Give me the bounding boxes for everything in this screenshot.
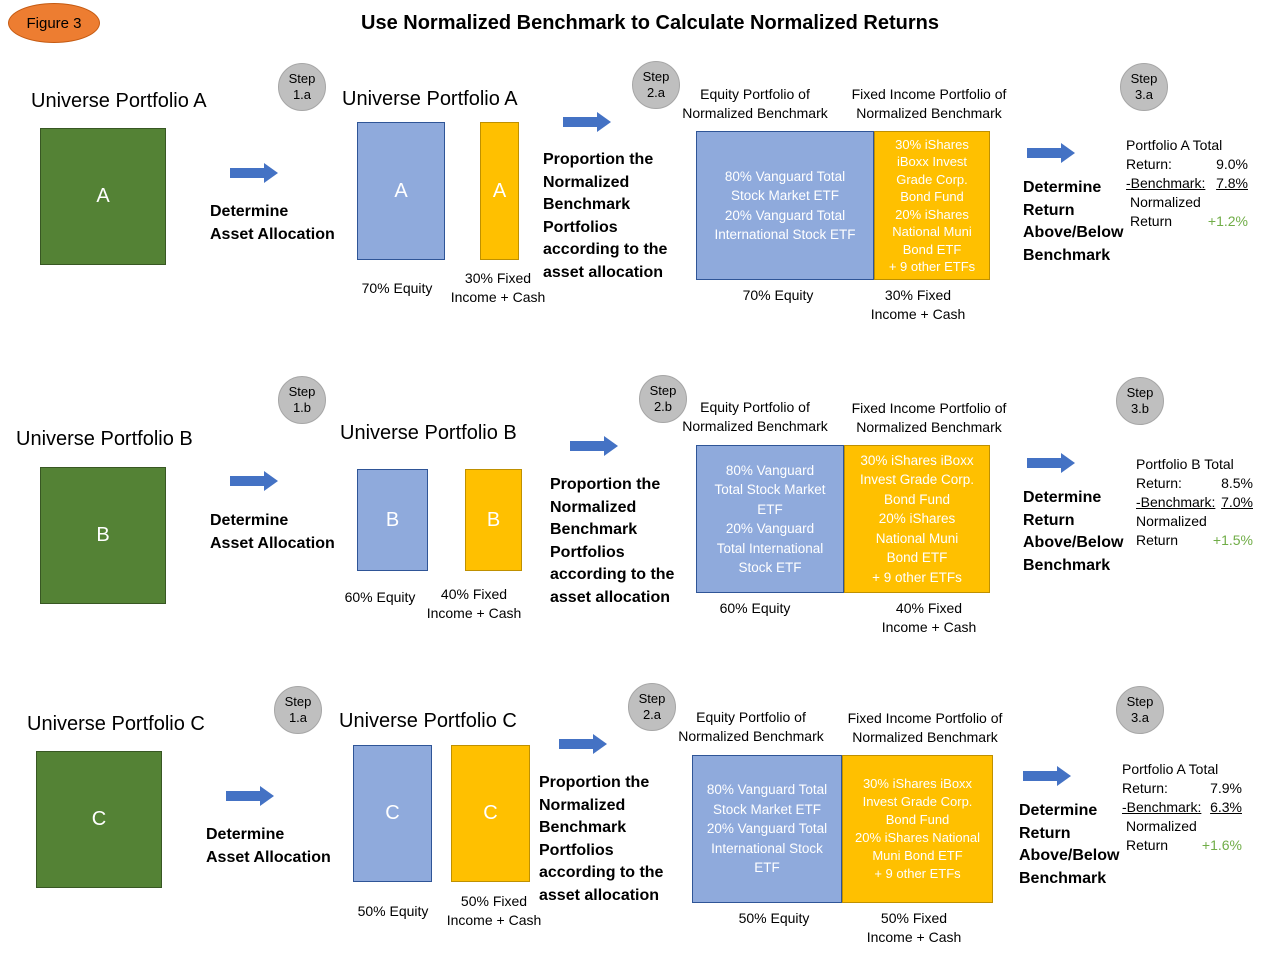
equity-benchmark-header-c: Equity Portfolio of Normalized Benchmark bbox=[678, 709, 824, 744]
arrow-right-icon bbox=[230, 163, 278, 183]
fixed-income-pct-label-b: 40% Fixed Income + Cash bbox=[426, 586, 522, 621]
result-block-b: Portfolio B Total Return: 8.5% -Benchmark… bbox=[1136, 456, 1253, 548]
benchmark-equity-pct-c: 50% Equity bbox=[738, 910, 810, 926]
benchmark-fixed-income-box-c: 30% iShares iBoxx Invest Grade Corp. Bon… bbox=[842, 755, 993, 903]
universe-label-c: Universe Portfolio C bbox=[27, 713, 205, 735]
determine-allocation-label: Determine Asset Allocation bbox=[210, 512, 335, 552]
determine-allocation-label: Determine Asset Allocation bbox=[206, 826, 331, 866]
arrow-right-icon bbox=[226, 786, 274, 806]
step-badge-1b: Step 1.b bbox=[278, 376, 326, 424]
result-title: Portfolio A Total bbox=[1126, 137, 1223, 153]
fixed-income-box-letter: C bbox=[483, 802, 498, 824]
equity-box-letter: B bbox=[385, 508, 400, 531]
universe-box-b: B bbox=[40, 467, 166, 604]
result-title: Portfolio B Total bbox=[1136, 456, 1234, 472]
result-block-c: Portfolio A Total Return: 7.9% -Benchmark… bbox=[1122, 761, 1242, 853]
page-title: Use Normalized Benchmark to Calculate No… bbox=[361, 12, 939, 34]
benchmark-fixed-income-box-a: 30% iShares iBoxx Invest Grade Corp. Bon… bbox=[874, 131, 990, 280]
determine-return-label-a: Determine Return Above/Below Benchmark bbox=[1023, 179, 1124, 264]
normalized-return-value-b: +1.5% bbox=[1212, 532, 1253, 548]
figure-label: Figure 3 bbox=[26, 14, 82, 32]
fixed-income-benchmark-header-c: Fixed Income Portfolio of Normalized Ben… bbox=[847, 710, 1003, 745]
universe-box-a: A bbox=[40, 128, 166, 265]
fixed-income-benchmark-header-b: Fixed Income Portfolio of Normalized Ben… bbox=[851, 400, 1007, 435]
benchmark-equity-box-a: 80% Vanguard Total Stock Market ETF 20% … bbox=[696, 131, 874, 280]
arrow-right-icon bbox=[559, 734, 607, 754]
proportion-label-c: Proportion the Normalized Benchmark Port… bbox=[539, 774, 664, 904]
equity-benchmark-header-a: Equity Portfolio of Normalized Benchmark bbox=[682, 86, 828, 121]
determine-return-label-c: Determine Return Above/Below Benchmark bbox=[1019, 802, 1120, 887]
figure-badge: Figure 3 bbox=[8, 3, 100, 43]
benchmark-equity-box-b: 80% Vanguard Total Stock Market ETF 20% … bbox=[696, 445, 844, 593]
universe-box-letter: A bbox=[96, 185, 110, 207]
benchmark-equity-pct-a: 70% Equity bbox=[742, 287, 814, 303]
proportion-label-b: Proportion the Normalized Benchmark Port… bbox=[550, 476, 675, 606]
benchmark-fi-pct-b: 40% Fixed Income + Cash bbox=[881, 600, 977, 635]
fixed-income-benchmark-header-a: Fixed Income Portfolio of Normalized Ben… bbox=[851, 86, 1007, 121]
benchmark-fi-pct-a: 30% Fixed Income + Cash bbox=[870, 287, 966, 322]
fixed-income-box-a: A bbox=[480, 122, 519, 260]
step-number: 1.a bbox=[292, 87, 312, 102]
step-badge-3c: Step 3.a bbox=[1116, 686, 1164, 734]
step-badge-2a: Step 2.a bbox=[632, 61, 680, 109]
universe-label-b-split: Universe Portfolio B bbox=[340, 422, 517, 444]
equity-box-c: C bbox=[353, 745, 432, 882]
normalized-return-value-a: +1.2% bbox=[1207, 213, 1248, 229]
fixed-income-box-letter: A bbox=[492, 179, 507, 202]
equity-box-letter: A bbox=[394, 179, 408, 202]
determine-allocation-label: Determine Asset Allocation bbox=[210, 203, 335, 243]
benchmark-fixed-income-box-b: 30% iShares iBoxx Invest Grade Corp. Bon… bbox=[844, 445, 990, 593]
universe-label-b: Universe Portfolio B bbox=[16, 428, 193, 450]
step-badge-3b: Step 3.b bbox=[1116, 377, 1164, 425]
fixed-income-box-c: C bbox=[451, 745, 530, 882]
arrow-right-icon bbox=[230, 471, 278, 491]
step-badge-3a: Step 3.a bbox=[1120, 63, 1168, 111]
benchmark-fi-pct-c: 50% Fixed Income + Cash bbox=[866, 910, 962, 945]
equity-pct-label-b: 60% Equity bbox=[344, 589, 416, 605]
equity-benchmark-header-b: Equity Portfolio of Normalized Benchmark bbox=[682, 399, 828, 434]
fixed-income-box-letter: B bbox=[486, 508, 501, 531]
step-badge-2c: Step 2.a bbox=[628, 683, 676, 731]
equity-box-a: A bbox=[357, 122, 445, 260]
arrow-right-icon bbox=[570, 436, 618, 456]
result-title: Portfolio A Total bbox=[1122, 761, 1219, 777]
fixed-income-pct-label-c: 50% Fixed Income + Cash bbox=[446, 893, 542, 928]
arrow-right-icon bbox=[1027, 453, 1075, 473]
arrow-right-icon bbox=[1027, 143, 1075, 163]
universe-box-letter: C bbox=[91, 808, 107, 830]
fixed-income-box-b: B bbox=[465, 469, 522, 571]
step-word: Step bbox=[288, 71, 316, 86]
universe-label-c-split: Universe Portfolio C bbox=[339, 710, 517, 732]
step-badge-1a: Step 1.a bbox=[278, 63, 326, 111]
universe-label-a-split: Universe Portfolio A bbox=[342, 88, 518, 110]
benchmark-equity-box-c: 80% Vanguard Total Stock Market ETF 20% … bbox=[692, 755, 842, 903]
equity-box-b: B bbox=[357, 469, 428, 571]
universe-label-a: Universe Portfolio A bbox=[31, 90, 207, 112]
fixed-income-pct-label-a: 30% Fixed Income + Cash bbox=[450, 270, 546, 305]
arrow-right-icon bbox=[1023, 766, 1071, 786]
determine-return-label-b: Determine Return Above/Below Benchmark bbox=[1023, 489, 1124, 574]
benchmark-equity-pct-b: 60% Equity bbox=[719, 600, 791, 616]
equity-pct-label-c: 50% Equity bbox=[357, 903, 429, 919]
universe-box-c: C bbox=[36, 751, 162, 888]
equity-box-letter: C bbox=[385, 802, 400, 824]
step-badge-2b: Step 2.b bbox=[639, 375, 687, 423]
step-badge-1c: Step 1.a bbox=[274, 686, 322, 734]
equity-pct-label-a: 70% Equity bbox=[361, 280, 433, 296]
arrow-right-icon bbox=[563, 112, 611, 132]
universe-box-letter: B bbox=[96, 524, 110, 546]
result-block-a: Portfolio A Total Return: 9.0% -Benchmark… bbox=[1126, 137, 1248, 229]
normalized-return-value-c: +1.6% bbox=[1201, 837, 1242, 853]
proportion-label-a: Proportion the Normalized Benchmark Port… bbox=[543, 151, 668, 281]
